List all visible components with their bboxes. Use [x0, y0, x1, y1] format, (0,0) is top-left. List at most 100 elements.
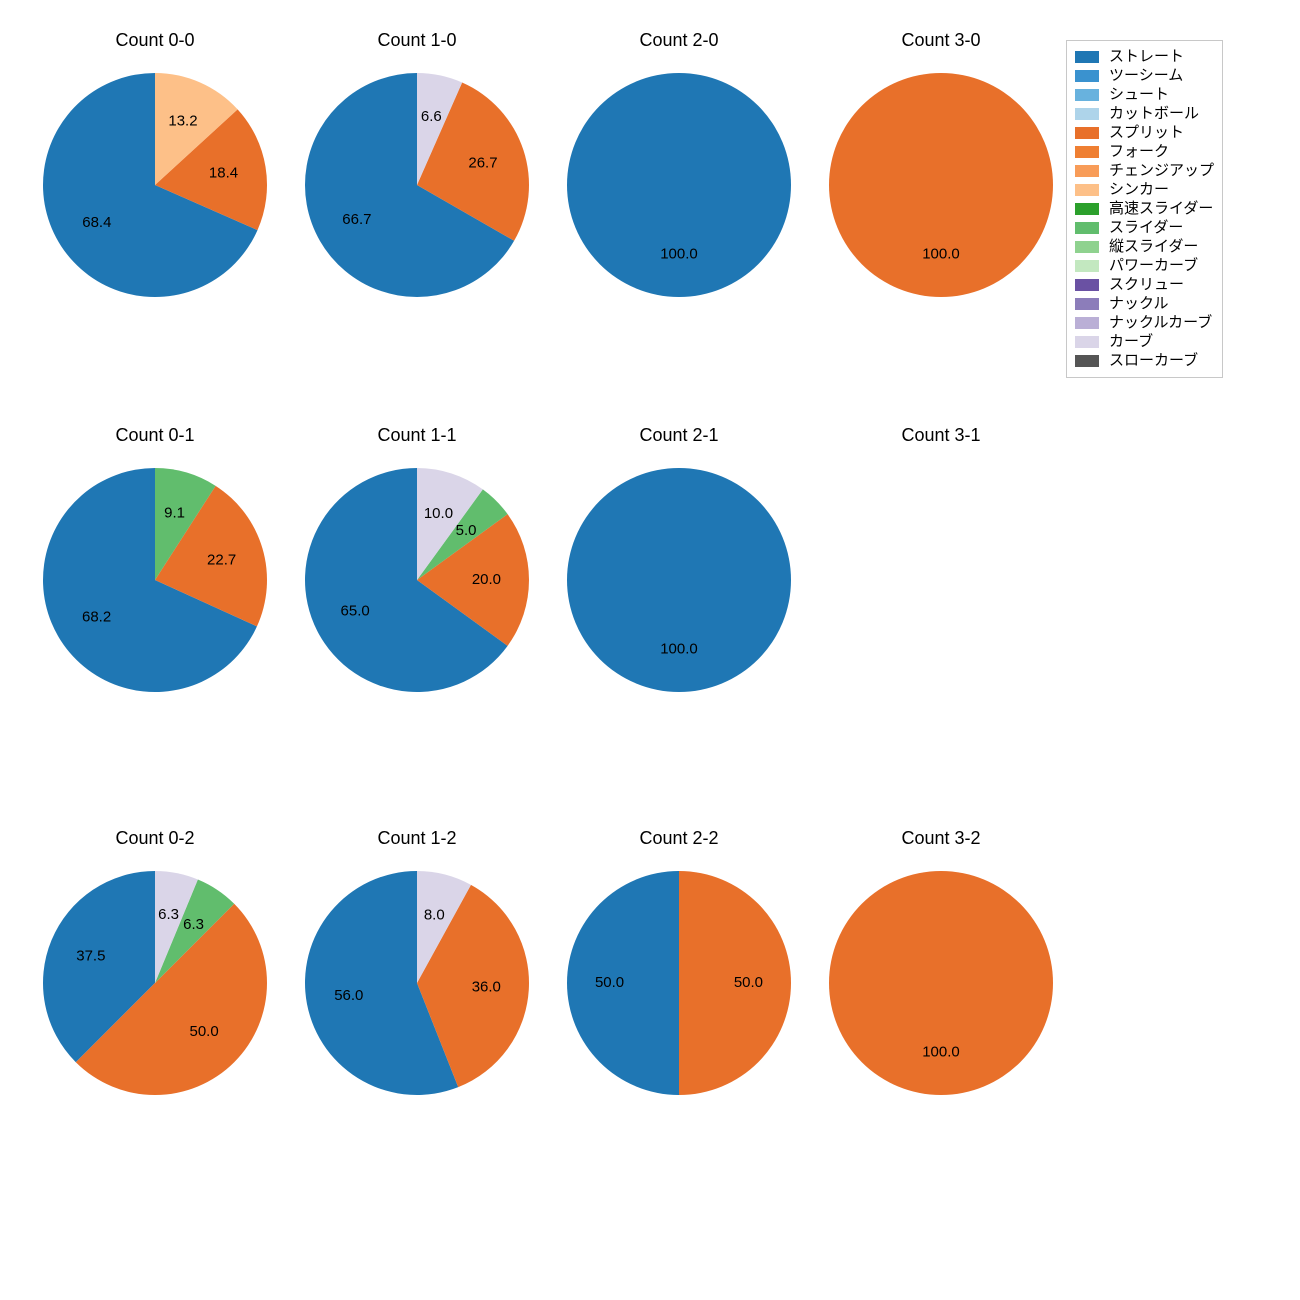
- pie-title: Count 1-0: [292, 30, 542, 51]
- legend-swatch: [1075, 89, 1099, 101]
- pie-cell: Count 2-250.050.0: [554, 858, 804, 1108]
- pie-title: Count 0-2: [30, 828, 280, 849]
- legend-swatch: [1075, 184, 1099, 196]
- pie-slice-label: 37.5: [76, 947, 105, 964]
- pie-chart: 100.0: [554, 455, 804, 705]
- legend-swatch: [1075, 146, 1099, 158]
- legend-row: ナックルカーブ: [1075, 314, 1214, 332]
- pie-slice-label: 13.2: [168, 112, 197, 129]
- legend-label: ナックルカーブ: [1109, 314, 1212, 332]
- pie-title: Count 2-2: [554, 828, 804, 849]
- pie-slice-label: 66.7: [342, 211, 371, 228]
- legend-row: スローカーブ: [1075, 352, 1214, 370]
- legend-label: パワーカーブ: [1109, 257, 1198, 275]
- pie-slice-label: 68.4: [82, 214, 111, 231]
- legend-label: 縦スライダー: [1109, 238, 1198, 256]
- pie-slice-label: 8.0: [424, 907, 445, 924]
- legend-swatch: [1075, 260, 1099, 272]
- legend-label: ナックル: [1109, 295, 1169, 313]
- legend-label: スライダー: [1109, 219, 1183, 237]
- legend-label: シンカー: [1109, 181, 1169, 199]
- legend-swatch: [1075, 70, 1099, 82]
- pie-chart: 100.0: [816, 60, 1066, 310]
- legend-swatch: [1075, 279, 1099, 291]
- pie-slice-label: 5.0: [456, 522, 477, 539]
- pie-title: Count 3-1: [816, 425, 1066, 446]
- pie-slice: [829, 73, 1053, 297]
- pie-slice-label: 100.0: [922, 1043, 960, 1060]
- pie-slice-label: 50.0: [595, 974, 624, 991]
- legend-swatch: [1075, 165, 1099, 177]
- pie-slice-label: 22.7: [207, 551, 236, 568]
- legend-swatch: [1075, 317, 1099, 329]
- pie-title: Count 2-0: [554, 30, 804, 51]
- legend-swatch: [1075, 51, 1099, 63]
- legend-swatch: [1075, 241, 1099, 253]
- pie-cell: Count 1-256.036.08.0: [292, 858, 542, 1108]
- legend-swatch: [1075, 203, 1099, 215]
- pie-cell: Count 3-1: [816, 455, 1066, 705]
- pie-slice-label: 50.0: [189, 1023, 218, 1040]
- legend-row: スプリット: [1075, 124, 1214, 142]
- pie-chart: 56.036.08.0: [292, 858, 542, 1108]
- pie-slice-label: 100.0: [660, 640, 698, 657]
- legend-swatch: [1075, 298, 1099, 310]
- legend-row: 高速スライダー: [1075, 200, 1214, 218]
- legend-label: チェンジアップ: [1109, 162, 1214, 180]
- legend-swatch: [1075, 222, 1099, 234]
- pie-title: Count 3-2: [816, 828, 1066, 849]
- pie-grid-stage: Count 0-0 68.4 18.4 13.2 Count 1-0 66.7 26.7 6.…: [0, 0, 1300, 1300]
- pie-slice: [829, 871, 1053, 1095]
- legend-swatch: [1075, 355, 1099, 367]
- pie-title: Count 3-0: [816, 30, 1066, 51]
- legend-label: ツーシーム: [1109, 67, 1183, 85]
- legend-row: シュート: [1075, 86, 1214, 104]
- legend-swatch: [1075, 336, 1099, 348]
- pie-cell: Count 1-165.020.05.010.0: [292, 455, 542, 705]
- pie-slice-label: 26.7: [468, 154, 497, 171]
- pie-chart: 68.222.79.1: [30, 455, 280, 705]
- pie-chart: 65.020.05.010.0: [292, 455, 542, 705]
- legend-row: 縦スライダー: [1075, 238, 1214, 256]
- legend-row: ナックル: [1075, 295, 1214, 313]
- pie-cell: Count 0-068.418.413.2: [30, 60, 280, 310]
- pie-chart: 37.550.06.36.3: [30, 858, 280, 1108]
- pie-cell: Count 3-2100.0: [816, 858, 1066, 1108]
- pie-slice-label: 65.0: [341, 602, 370, 619]
- legend: ストレートツーシームシュートカットボールスプリットフォークチェンジアップシンカー…: [1066, 40, 1223, 378]
- pie-slice-label: 36.0: [472, 978, 501, 995]
- legend-swatch: [1075, 127, 1099, 139]
- pie-slice: [567, 73, 791, 297]
- pie-cell: Count 0-168.222.79.1: [30, 455, 280, 705]
- pie-cell: Count 1-066.726.76.6: [292, 60, 542, 310]
- legend-row: ストレート: [1075, 48, 1214, 66]
- pie-slice-label: 6.3: [158, 906, 179, 923]
- legend-label: スクリュー: [1109, 276, 1184, 294]
- legend-label: 高速スライダー: [1109, 200, 1213, 218]
- pie-title: Count 2-1: [554, 425, 804, 446]
- legend-row: チェンジアップ: [1075, 162, 1214, 180]
- pie-title: Count 1-1: [292, 425, 542, 446]
- pie-slice-label: 50.0: [734, 974, 763, 991]
- legend-label: カットボール: [1109, 105, 1199, 123]
- legend-label: スローカーブ: [1109, 352, 1198, 370]
- pie-chart: 100.0: [554, 60, 804, 310]
- legend-row: パワーカーブ: [1075, 257, 1214, 275]
- pie-slice-label: 18.4: [209, 165, 238, 182]
- pie-chart: 50.0 50.0: [554, 858, 804, 1108]
- legend-label: シュート: [1109, 86, 1169, 104]
- pie-chart: 100.0: [816, 858, 1066, 1108]
- pie-slice-label: 100.0: [922, 245, 960, 262]
- pie-cell: Count 3-0100.0: [816, 60, 1066, 310]
- legend-label: カーブ: [1109, 333, 1153, 351]
- pie-slice-label: 10.0: [424, 505, 453, 522]
- pie-slice-label: 100.0: [660, 245, 698, 262]
- pie-cell: Count 2-1100.0: [554, 455, 804, 705]
- legend-row: カーブ: [1075, 333, 1214, 351]
- pie-title: Count 0-0: [30, 30, 280, 51]
- legend-label: スプリット: [1109, 124, 1184, 142]
- pie-title: Count 0-1: [30, 425, 280, 446]
- pie-slice: [567, 468, 791, 692]
- pie-slice-label: 6.6: [421, 108, 442, 125]
- pie-cell: Count 0-237.550.06.36.3: [30, 858, 280, 1108]
